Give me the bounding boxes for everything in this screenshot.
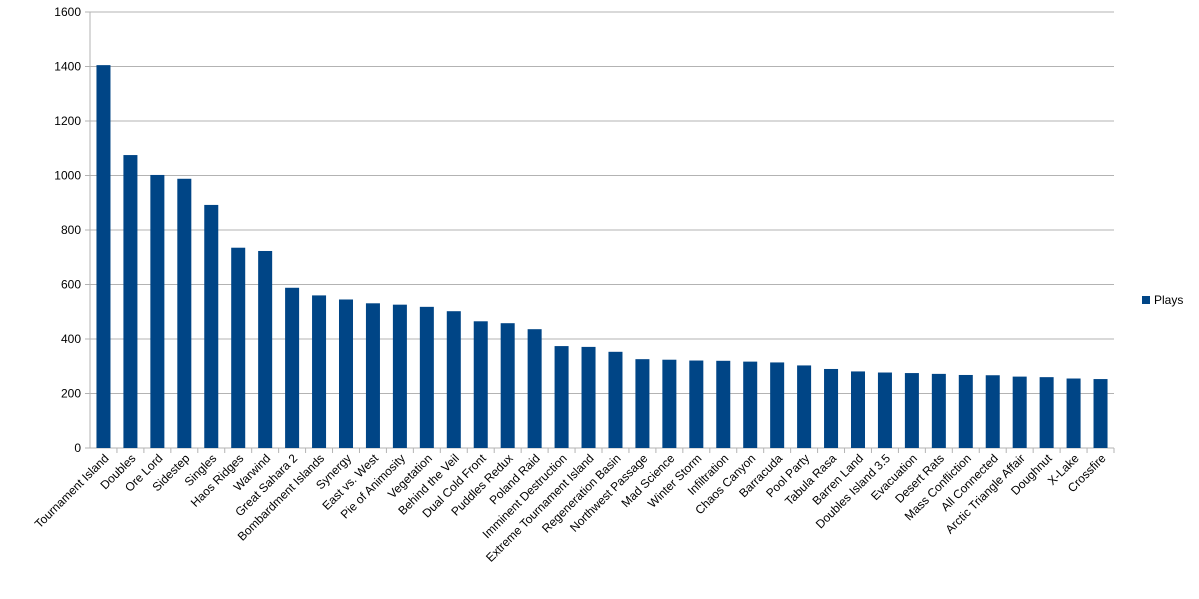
y-tick-label: 600 bbox=[61, 278, 81, 292]
bar-desert-rats bbox=[931, 373, 946, 448]
bar-doubles-island-3-5 bbox=[877, 372, 892, 448]
bar-synergy bbox=[338, 299, 354, 448]
bar-ore-lord bbox=[150, 174, 165, 448]
bar-barracuda bbox=[770, 362, 785, 448]
legend: Plays bbox=[1142, 293, 1183, 307]
y-tick-label: 800 bbox=[61, 223, 81, 237]
y-tick-label: 1600 bbox=[54, 5, 81, 19]
bar-evacuation bbox=[904, 373, 919, 448]
bar-warwind bbox=[258, 250, 273, 448]
bar-poland-raid bbox=[527, 329, 542, 448]
bar-east-vs-west bbox=[365, 303, 380, 448]
bar-doubles bbox=[123, 155, 138, 448]
bar-pie-of-animosity bbox=[392, 304, 407, 448]
bar-all-connected bbox=[985, 375, 1000, 448]
bar-doughnut bbox=[1039, 377, 1054, 448]
bar-tabula-rasa bbox=[824, 368, 839, 448]
bar-x-lake bbox=[1066, 378, 1081, 448]
bar-haos-ridges bbox=[231, 247, 246, 448]
x-category-label: Tournament Island bbox=[32, 451, 112, 531]
bar-barren-land bbox=[850, 371, 866, 448]
y-tick-label: 1000 bbox=[54, 169, 81, 183]
bars bbox=[96, 65, 1108, 448]
bar-arctic-triangle-affair bbox=[1012, 376, 1027, 448]
y-axis-tick-labels: 0 200 400 600 800 1000 1200 1400 1600 bbox=[54, 5, 81, 455]
bar-puddles-redux bbox=[500, 323, 515, 448]
bar-sidestep bbox=[177, 178, 192, 448]
bar-northwest-passage bbox=[635, 359, 650, 448]
bar-infiltration bbox=[716, 360, 731, 448]
bar-winter-storm bbox=[689, 360, 704, 448]
bar-regeneration-basin bbox=[608, 351, 623, 448]
bar-mass-confliction bbox=[958, 374, 973, 448]
bar-dual-cold-front bbox=[473, 321, 488, 448]
bar-singles bbox=[204, 204, 219, 448]
bar-behind-the-veil bbox=[446, 311, 461, 448]
bar-vegetation bbox=[419, 306, 434, 448]
bar-bombardment-islands bbox=[312, 295, 327, 448]
bar-great-sahara-2 bbox=[285, 287, 300, 448]
y-tick-label: 400 bbox=[61, 332, 81, 346]
bar-tournament-island bbox=[96, 65, 111, 448]
bar-pool-party bbox=[797, 365, 812, 448]
y-tick-label: 0 bbox=[74, 441, 81, 455]
bar-mad-science bbox=[662, 359, 677, 448]
bar-imminent-destruction bbox=[554, 346, 569, 448]
bar-extreme-tournament-island bbox=[581, 346, 596, 448]
bar-crossfire bbox=[1093, 379, 1108, 448]
bar-chaos-canyon bbox=[743, 361, 758, 448]
legend-label-plays: Plays bbox=[1154, 293, 1183, 307]
y-tick-label: 1200 bbox=[54, 114, 81, 128]
y-tick-label: 1400 bbox=[54, 60, 81, 74]
y-tick-label: 200 bbox=[61, 387, 81, 401]
legend-swatch-plays bbox=[1142, 296, 1150, 304]
